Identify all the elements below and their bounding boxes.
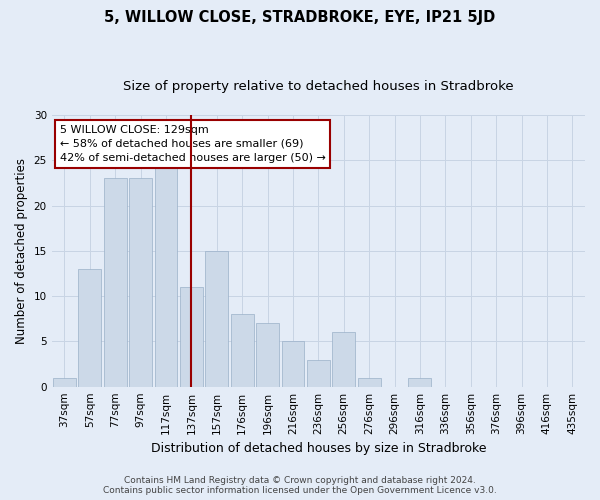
Y-axis label: Number of detached properties: Number of detached properties [15,158,28,344]
Bar [53,378,76,386]
Bar [281,342,304,386]
Bar [129,178,152,386]
Bar [307,360,330,386]
Bar [104,178,127,386]
Bar [332,332,355,386]
Bar [358,378,380,386]
Bar [155,160,178,386]
X-axis label: Distribution of detached houses by size in Stradbroke: Distribution of detached houses by size … [151,442,486,455]
Text: 5, WILLOW CLOSE, STRADBROKE, EYE, IP21 5JD: 5, WILLOW CLOSE, STRADBROKE, EYE, IP21 5… [104,10,496,25]
Text: 5 WILLOW CLOSE: 129sqm
← 58% of detached houses are smaller (69)
42% of semi-det: 5 WILLOW CLOSE: 129sqm ← 58% of detached… [59,124,326,164]
Bar [409,378,431,386]
Title: Size of property relative to detached houses in Stradbroke: Size of property relative to detached ho… [123,80,514,93]
Bar [231,314,254,386]
Bar [180,287,203,386]
Bar [256,324,279,386]
Bar [79,269,101,386]
Text: Contains HM Land Registry data © Crown copyright and database right 2024.
Contai: Contains HM Land Registry data © Crown c… [103,476,497,495]
Bar [205,251,228,386]
